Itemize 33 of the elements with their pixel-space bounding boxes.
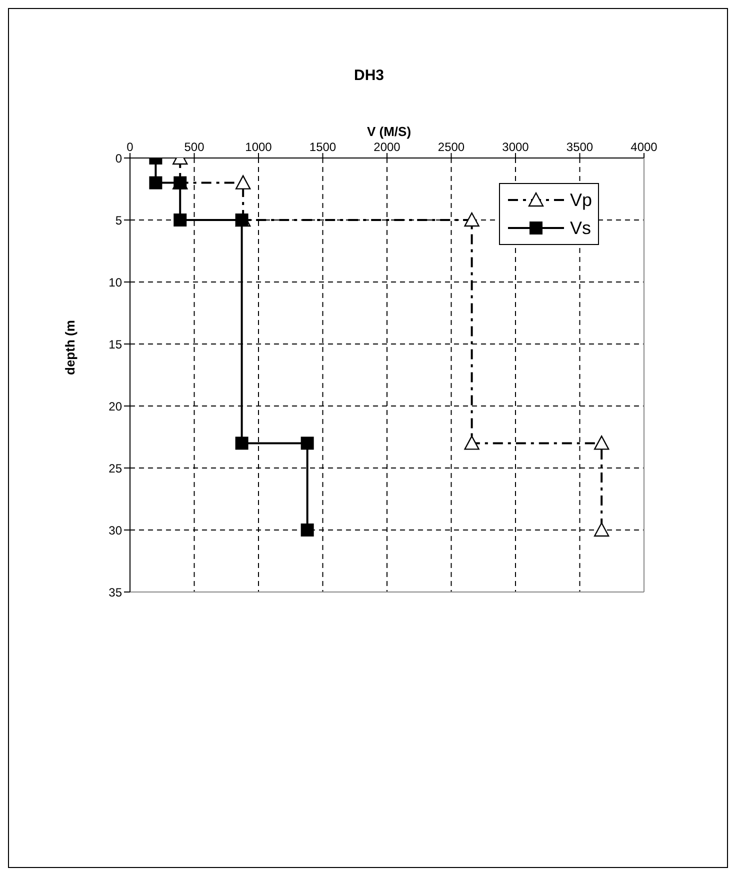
legend-label: Vp [570,190,592,210]
y-tick-label: 30 [108,523,122,538]
y-tick-label: 10 [108,275,122,290]
y-tick-label: 25 [108,461,122,476]
point [235,175,251,190]
point [235,436,248,450]
point [594,522,610,537]
x-tick-label: 1500 [309,140,336,154]
legend-label: Vs [570,218,591,238]
y-tick-label: 0 [115,151,122,166]
point [235,214,248,226]
x-tick-label: 2500 [438,140,465,154]
x-tick-label: 3500 [566,140,594,154]
x-tick-label: 3000 [502,140,530,154]
point [174,214,187,226]
chart-title: DH3 [352,67,385,84]
x-tick-label: 4000 [630,140,658,154]
y-axis-title: depth (m [62,320,78,375]
y-tick-label: 35 [108,585,122,600]
point [300,436,314,450]
y-tick-label: 20 [108,399,122,414]
x-tick-label: 1000 [245,140,272,154]
point [594,436,610,450]
y-tick-label: 5 [115,213,122,228]
x-axis-title: V (M/S) [366,124,412,139]
point [464,436,480,450]
x-tick-label: 0 [126,140,134,154]
point [464,212,480,227]
point [149,176,162,190]
y-tick-label: 15 [108,337,122,352]
x-tick-label: 500 [184,140,205,154]
x-tick-label: 2000 [374,140,401,154]
point [300,524,314,536]
